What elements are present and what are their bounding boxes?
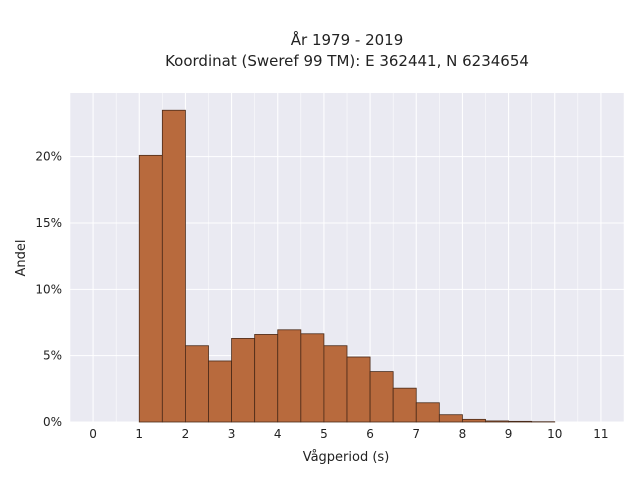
y-tick-label-0: 0% bbox=[43, 415, 62, 429]
y-tick-labels: 0% 5% 10% 15% 20% bbox=[35, 150, 62, 429]
x-tick-label-0: 0 bbox=[89, 427, 97, 441]
x-tick-label-6: 6 bbox=[366, 427, 374, 441]
bar-15 bbox=[485, 420, 509, 423]
bar-1 bbox=[161, 109, 186, 423]
x-tick-label-2: 2 bbox=[182, 427, 190, 441]
x-axis-label: Vågperiod (s) bbox=[303, 450, 390, 465]
bar-11 bbox=[392, 387, 417, 423]
x-tick-label-4: 4 bbox=[274, 427, 282, 441]
bar-4 bbox=[231, 338, 256, 423]
bars bbox=[138, 109, 556, 423]
y-tick-label-2: 10% bbox=[35, 282, 62, 296]
y-tick-label-1: 5% bbox=[43, 349, 62, 363]
bar-6 bbox=[277, 329, 302, 423]
bar-0 bbox=[138, 154, 163, 423]
x-tick-label-8: 8 bbox=[459, 427, 467, 441]
bar-13 bbox=[438, 414, 463, 423]
x-tick-label-9: 9 bbox=[505, 427, 513, 441]
chart-title-line-2: Koordinat (Sweref 99 TM): E 362441, N 62… bbox=[165, 52, 529, 70]
bar-10 bbox=[369, 371, 394, 423]
x-tick-label-3: 3 bbox=[228, 427, 236, 441]
bar-14 bbox=[462, 418, 486, 423]
x-tick-label-11: 11 bbox=[593, 427, 608, 441]
y-axis-label: Andel bbox=[14, 240, 29, 277]
x-tick-labels: 0 1 2 3 4 5 6 7 8 9 10 11 bbox=[89, 427, 608, 441]
bar-12 bbox=[415, 402, 440, 423]
x-tick-label-5: 5 bbox=[320, 427, 328, 441]
x-tick-label-10: 10 bbox=[547, 427, 562, 441]
x-tick-label-7: 7 bbox=[412, 427, 420, 441]
chart-title-line-1: År 1979 - 2019 bbox=[291, 30, 404, 49]
bar-2 bbox=[185, 345, 209, 423]
bar-16 bbox=[508, 420, 533, 423]
y-tick-label-3: 15% bbox=[35, 216, 62, 230]
bar-7 bbox=[300, 333, 325, 423]
bar-5 bbox=[254, 334, 279, 423]
x-tick-label-1: 1 bbox=[135, 427, 143, 441]
y-tick-label-4: 20% bbox=[35, 150, 62, 164]
bar-8 bbox=[323, 345, 348, 423]
bar-3 bbox=[208, 360, 232, 423]
bar-9 bbox=[346, 356, 371, 423]
